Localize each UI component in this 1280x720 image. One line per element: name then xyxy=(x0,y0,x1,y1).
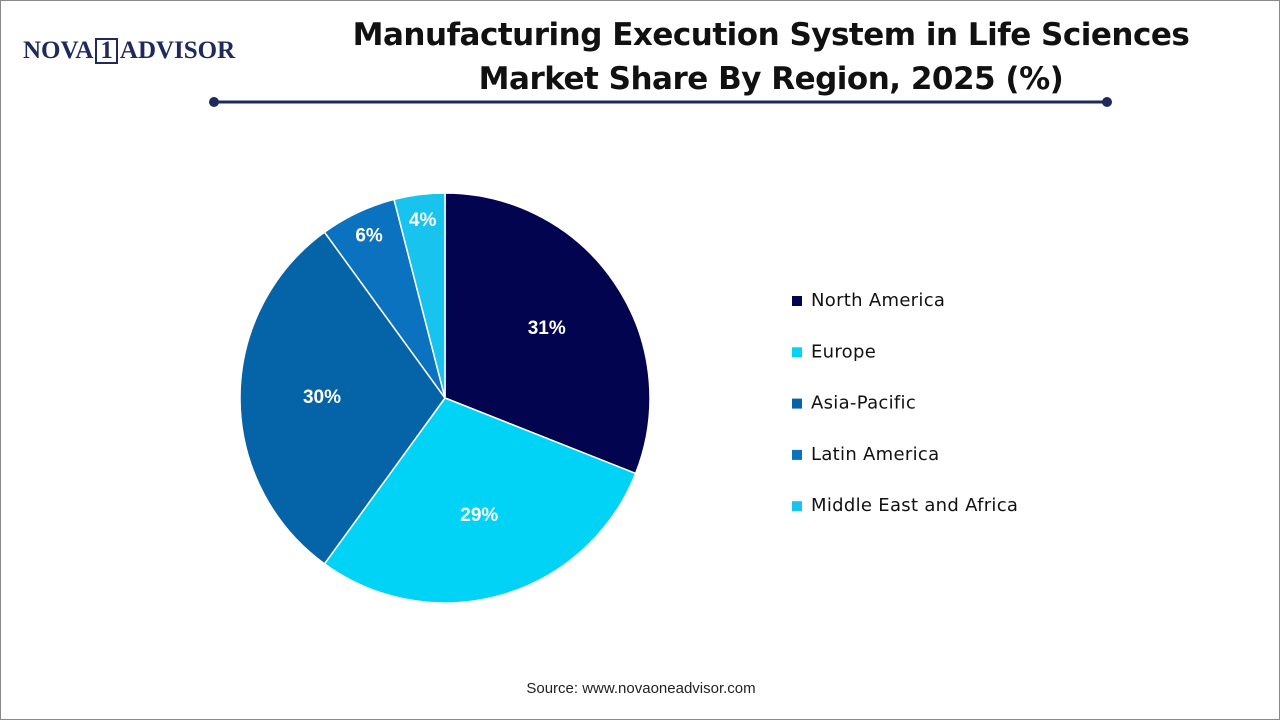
chart-title: Manufacturing Execution System in Life S… xyxy=(352,17,1190,97)
logo-text: 1 xyxy=(95,38,118,64)
legend-label: Latin America xyxy=(811,444,939,465)
legend-swatch xyxy=(792,347,802,358)
rule-dot xyxy=(209,97,219,107)
legend-swatch xyxy=(792,501,802,512)
legend-swatch xyxy=(792,449,802,460)
data-label: 6% xyxy=(355,226,383,247)
pie-slice xyxy=(444,192,651,475)
pie-slice xyxy=(323,397,637,604)
data-label: 31% xyxy=(528,318,566,339)
data-label: 30% xyxy=(303,387,341,408)
legend-swatch xyxy=(792,296,802,306)
data-label: 4% xyxy=(409,210,437,231)
logo-text: ADVISOR xyxy=(119,37,236,64)
source: Source: www.novaoneadvisor.com xyxy=(526,680,756,697)
legend-swatch xyxy=(792,398,802,409)
logo: NOVA 1 ADVISOR xyxy=(23,37,235,65)
legend-label: Middle East and Africa xyxy=(811,495,1018,516)
pie-slice xyxy=(393,192,446,399)
legend-label: Asia-Pacific xyxy=(811,393,916,414)
legend-label: Europe xyxy=(811,341,876,362)
data-label: 29% xyxy=(460,505,498,526)
pie-slice xyxy=(239,231,446,565)
logo-text: NOVA xyxy=(23,37,94,64)
legend-label: North America xyxy=(811,290,945,311)
rule-dot xyxy=(1102,97,1112,107)
